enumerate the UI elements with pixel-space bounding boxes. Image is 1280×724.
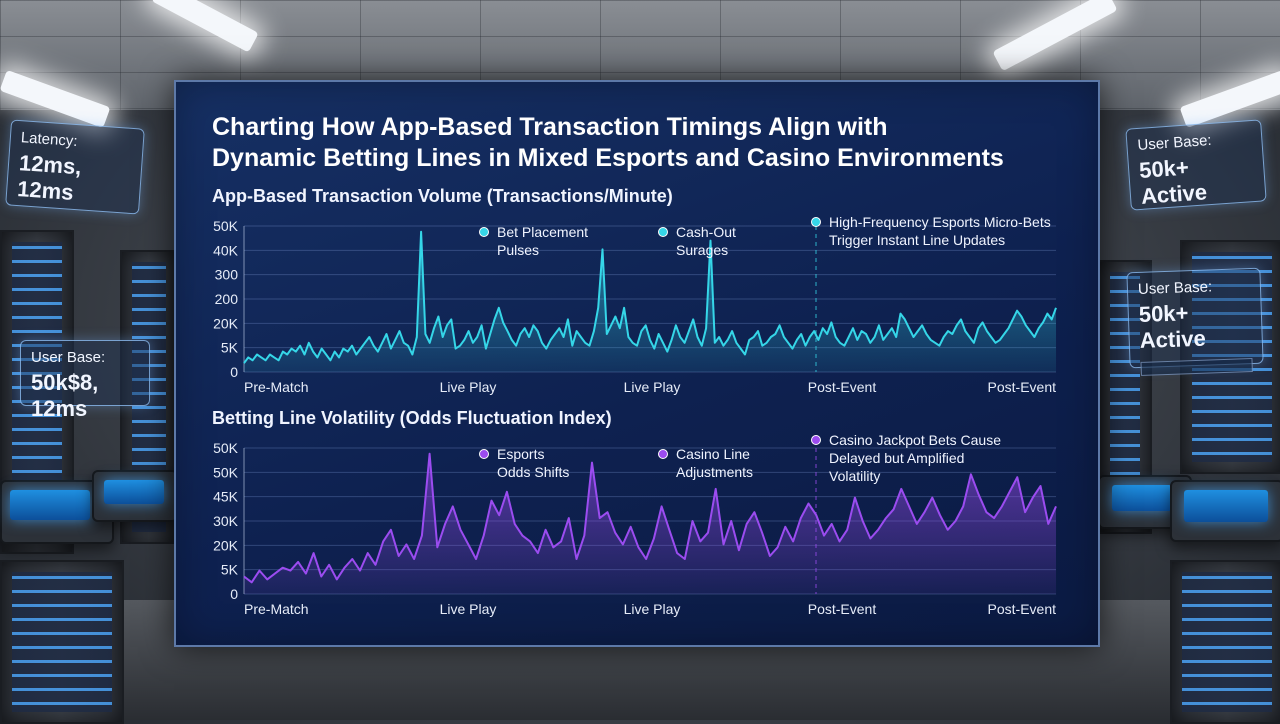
annotation-text: Adjustments <box>676 464 753 480</box>
annotation-marker <box>811 435 821 445</box>
console-screen <box>10 490 90 520</box>
y-tick-label: 50K <box>213 440 239 456</box>
x-tick-label: Post-Event <box>988 379 1057 395</box>
transaction-chart-title: App-Based Transaction Volume (Transactio… <box>212 186 673 206</box>
annotation-text: Casino Jackpot Bets Cause <box>829 432 1001 448</box>
y-tick-label: 50K <box>213 218 239 234</box>
annotation-text: Volatility <box>829 468 880 484</box>
y-tick-label: 200 <box>215 291 239 307</box>
server-rack-right-3 <box>1170 560 1280 724</box>
y-tick-label: 30K <box>213 513 239 529</box>
title-line-2: Dynamic Betting Lines in Mixed Esports a… <box>212 144 1004 172</box>
user-base-value: 50k+ Active <box>1138 300 1207 353</box>
y-tick-label: 5K <box>221 562 239 578</box>
x-tick-label: Post-Event <box>988 601 1057 617</box>
annotation-text: Esports <box>497 446 544 462</box>
y-tick-label: 5K <box>221 340 239 356</box>
y-tick-label: 300 <box>215 267 239 283</box>
user-base-label: User Base: <box>1137 278 1213 298</box>
annotation-text: Trigger Instant Line Updates <box>829 232 1005 248</box>
console-screen <box>1184 490 1268 522</box>
annotation-marker <box>811 217 821 227</box>
series-area <box>244 453 1056 594</box>
volatility-chart: 50K 50K 45K 30K 20K 5K 0 Pre-Match Live Play Live… <box>213 432 1057 617</box>
x-tick-label: Post-Event <box>808 379 877 395</box>
x-tick-label: Pre-Match <box>244 601 309 617</box>
user-base-value: 50k$8, 12ms <box>31 370 99 421</box>
user-base-card-left: User Base: 50k$8, 12ms <box>20 340 150 421</box>
latency-value: 12ms, 12ms <box>16 150 83 205</box>
annotation-marker <box>479 449 489 459</box>
x-tick-label: Pre-Match <box>244 379 309 395</box>
dashboard-panel: Charting How App-Based Transaction Timin… <box>174 80 1100 647</box>
annotation-text: Bet Placement <box>497 224 588 240</box>
rack-lights <box>12 572 112 712</box>
y-tick-label: 0 <box>230 364 238 380</box>
annotation-text: High-Frequency Esports Micro-Bets <box>829 214 1051 230</box>
series-line <box>243 230 1057 364</box>
annotation-marker <box>658 449 668 459</box>
x-tick-label: Live Play <box>440 379 497 395</box>
volatility-chart-title: Betting Line Volatility (Odds Fluctuatio… <box>212 408 612 428</box>
annotation-marker <box>658 227 668 237</box>
annotation-text: Casino Line <box>676 446 750 462</box>
x-tick-label: Live Play <box>440 601 497 617</box>
annotation-text: Pulses <box>497 242 539 258</box>
rack-lights <box>1182 572 1272 712</box>
x-tick-label: Live Play <box>624 601 681 617</box>
transaction-volume-chart: 50K 40K 300 200 20K 5K 0 Pre-Match Live Play Live… <box>213 214 1057 395</box>
console-screen <box>1112 485 1172 511</box>
annotation-text: Delayed but Amplified <box>829 450 964 466</box>
console-right-2 <box>1170 480 1280 542</box>
page-title: Charting How App-Based Transaction Timin… <box>212 112 1072 174</box>
y-tick-label: 40K <box>213 242 239 258</box>
title-line-1: Charting How App-Based Transaction Timin… <box>212 113 888 141</box>
annotation-text: Surages <box>676 242 728 258</box>
x-tick-label: Live Play <box>624 379 681 395</box>
y-tick-label: 50K <box>213 464 239 480</box>
annotation-text: Cash-Out <box>676 224 736 240</box>
series-area <box>244 231 1056 372</box>
annotation-text: Odds Shifts <box>497 464 569 480</box>
user-base-value: 50k+ Active <box>1138 154 1208 209</box>
server-rack-right-2 <box>1180 240 1280 474</box>
user-base-card-right-top: User Base: 50k+ Active <box>1125 119 1267 211</box>
latency-card: Latency: 12ms, 12ms <box>5 119 145 215</box>
user-base-label: User Base: <box>31 349 106 366</box>
series-line <box>243 452 1057 584</box>
latency-label: Latency: <box>20 129 79 151</box>
server-rack-left-3 <box>0 560 124 724</box>
rack-lights <box>1192 252 1272 462</box>
user-base-card-right-mid: User Base: 50k+ Active <box>1126 267 1264 376</box>
x-tick-label: Post-Event <box>808 601 877 617</box>
y-tick-label: 20K <box>213 315 239 331</box>
y-tick-label: 45K <box>213 489 239 505</box>
y-tick-label: 20K <box>213 537 239 553</box>
console-screen <box>104 480 164 504</box>
console-left-2 <box>92 470 178 522</box>
y-tick-label: 0 <box>230 586 238 602</box>
annotation-marker <box>479 227 489 237</box>
